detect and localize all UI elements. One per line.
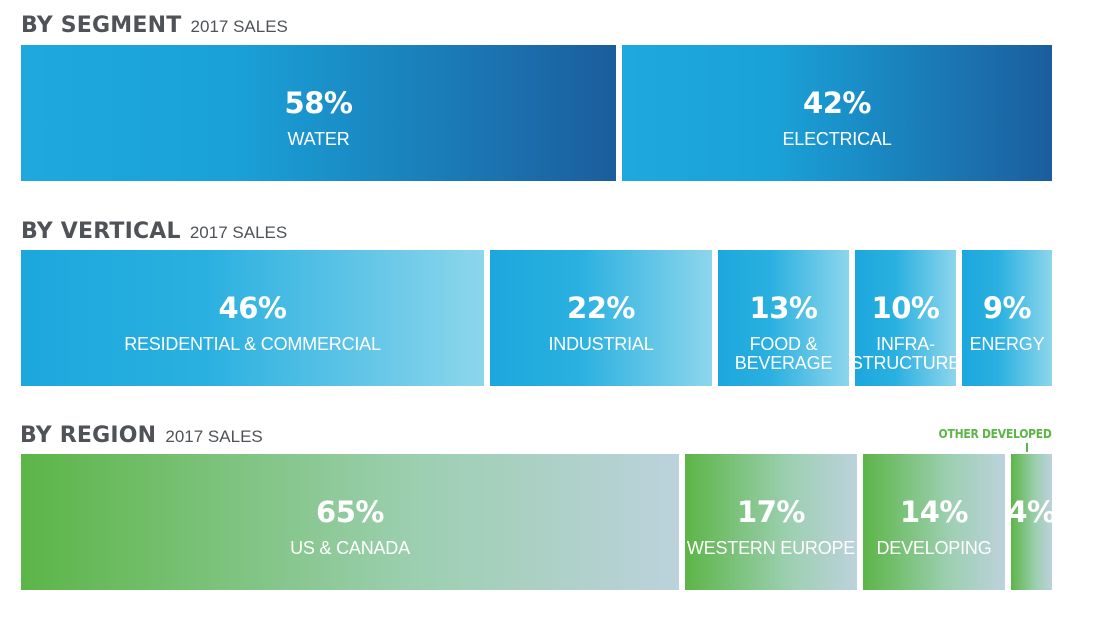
vertical-heading: BY VERTICAL 2017 SALES	[21, 221, 287, 243]
region-subtitle: 2017 SALES	[165, 427, 263, 446]
bar-percent-label: 14%	[900, 495, 968, 529]
bar-category-label: ELECTRICAL	[782, 129, 892, 149]
bar-segment: 4%	[1011, 454, 1052, 590]
bar-segment: 46% RESIDENTIAL & COMMERCIAL	[21, 250, 484, 386]
bar-percent-label: 10%	[871, 291, 940, 325]
bar-segment: 65% US & CANADA	[21, 454, 679, 590]
bar-category-label: INFRA- STRUCTURE	[855, 334, 956, 373]
bar-percent-label: 42%	[803, 86, 871, 120]
bar-percent-label: 22%	[567, 291, 635, 325]
bar-percent-label: 46%	[218, 291, 287, 325]
bar-category-label: INDUSTRIAL	[548, 334, 654, 354]
segment-bar-row: 58% WATER 42% ELECTRICAL	[21, 45, 1052, 181]
other-developed-callout: OTHER DEVELOPED	[938, 427, 1052, 441]
bar-percent-label: 58%	[284, 86, 353, 120]
vertical-subtitle: 2017 SALES	[189, 223, 288, 242]
bar-segment: 13% FOOD & BEVERAGE	[718, 250, 849, 386]
bar-category-label: RESIDENTIAL & COMMERCIAL	[124, 334, 381, 354]
region-title: BY REGION	[20, 423, 157, 448]
bar-segment: 42% ELECTRICAL	[622, 45, 1052, 181]
bar-segment: 17% WESTERN EUROPE	[685, 454, 857, 590]
bar-percent-label: 17%	[737, 495, 805, 529]
bar-segment: 9% ENERGY	[962, 250, 1052, 386]
bar-category-label: WATER	[287, 129, 350, 149]
vertical-bar-row: 46% RESIDENTIAL & COMMERCIAL 22% INDUSTRIAL…	[21, 250, 1052, 386]
bar-percent-label: 4%	[1011, 495, 1052, 529]
region-bar-row: 65% US & CANADA 17% WESTERN EUROPE 14% DEVELO…	[21, 454, 1052, 590]
bar-percent-label: 65%	[316, 495, 384, 529]
bar-category-label: FOOD & BEVERAGE	[734, 334, 833, 373]
vertical-title: BY VERTICAL	[21, 219, 181, 244]
region-heading: BY REGION 2017 SALES	[20, 425, 263, 447]
bar-segment: 22% INDUSTRIAL	[490, 250, 712, 386]
bar-segment: 58% WATER	[21, 45, 616, 181]
bar-segment: 10% INFRA- STRUCTURE	[855, 250, 956, 386]
bar-percent-label: 13%	[749, 291, 818, 325]
bar-category-label: US & CANADA	[290, 538, 410, 558]
bar-category-label: DEVELOPING	[876, 538, 992, 558]
bar-percent-label: 9%	[982, 291, 1032, 325]
segment-heading: BY SEGMENT 2017 SALES	[21, 15, 288, 37]
segment-subtitle: 2017 SALES	[190, 17, 288, 36]
bar-category-label: ENERGY	[969, 334, 1045, 354]
segment-title: BY SEGMENT	[21, 13, 182, 38]
bar-category-label: WESTERN EUROPE	[686, 538, 856, 558]
other-developed-callout-line	[1026, 443, 1028, 452]
bar-segment: 14% DEVELOPING	[863, 454, 1005, 590]
